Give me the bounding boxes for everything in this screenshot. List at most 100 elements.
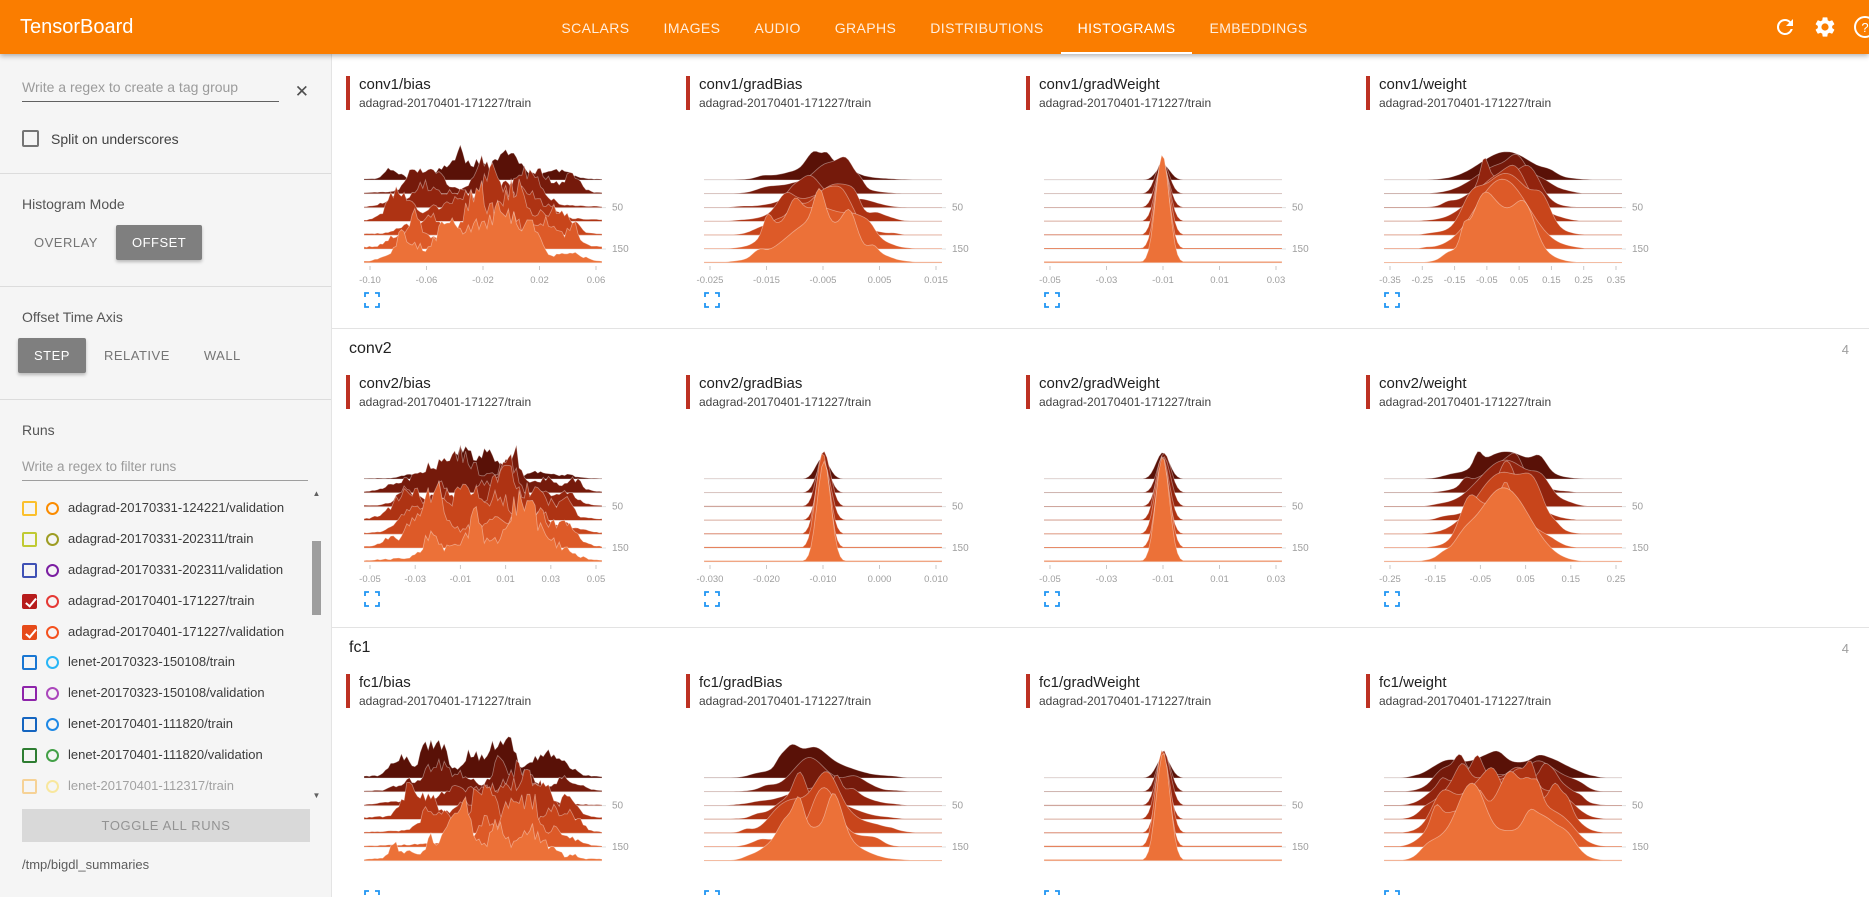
x-axis-label: -0.01 [450,574,472,585]
expand-button[interactable] [1044,591,1060,607]
run-row[interactable]: adagrad-20170331-124221/validation [22,493,291,524]
scroll-up-icon[interactable]: ▲ [312,489,321,498]
expand-button[interactable] [704,292,720,308]
run-checkbox[interactable] [22,562,37,578]
x-axis-label: -0.25 [1379,574,1401,585]
expand-button[interactable] [364,890,380,897]
expand-button[interactable] [1384,591,1400,607]
expand-button[interactable] [1384,292,1400,308]
card-header: fc1/gradBias adagrad-20170401-171227/trai… [686,674,1008,708]
tab-scalars[interactable]: SCALARS [561,20,630,36]
scroll-down-icon[interactable]: ▼ [312,791,321,800]
scrollbar-thumb[interactable] [312,541,321,615]
run-row[interactable]: adagrad-20170331-202311/validation [22,555,291,586]
mode-button-overlay[interactable]: OVERLAY [18,225,114,260]
histogram-chart[interactable]: 50 150 [356,720,646,888]
histogram-chart[interactable]: 50 150 -0.05 -0.03 -0.01 0.01 0.03 [1036,122,1326,290]
axis-button-relative[interactable]: RELATIVE [88,338,186,373]
run-row[interactable]: lenet-20170323-150108/validation [22,678,291,709]
tag-group-header[interactable]: fc1 4 [332,627,1869,666]
y-axis-label: 50 [1292,801,1304,812]
histogram-chart[interactable]: 50 150 -0.025 -0.015 -0.005 0.005 0.015 [696,122,986,290]
run-color-marker [686,674,690,708]
tab-histograms[interactable]: HISTOGRAMS [1060,0,1193,54]
run-row[interactable]: lenet-20170401-111820/validation [22,740,291,771]
close-icon[interactable]: ✕ [294,82,309,101]
x-axis-label: 0.010 [924,574,948,585]
y-axis-label: 150 [612,842,629,853]
run-regex-input[interactable] [22,453,308,481]
histogram-chart[interactable]: 50 150 [1376,720,1666,888]
histogram-run-name: adagrad-20170401-171227/train [1039,694,1212,708]
card-header: conv1/weight adagrad-20170401-171227/trai… [1366,76,1688,110]
expand-button[interactable] [1384,890,1400,897]
run-checkbox[interactable] [22,655,37,671]
toggle-all-runs-button[interactable]: TOGGLE ALL RUNS [22,809,310,842]
expand-button[interactable] [364,591,380,607]
run-color-dot [46,532,59,546]
run-label: lenet-20170323-150108/train [68,654,235,670]
run-checkbox[interactable] [22,779,37,795]
run-row[interactable]: adagrad-20170331-202311/train [22,524,291,555]
histogram-ridge [1043,752,1283,862]
histogram-chart[interactable]: 50 150 -0.10 -0.06 -0.02 0.02 0.06 [356,122,646,290]
expand-button[interactable] [704,890,720,897]
tab-distributions[interactable]: DISTRIBUTIONS [930,20,1044,36]
tab-audio[interactable]: AUDIO [754,20,801,36]
tag-group-count: 4 [1841,341,1849,357]
run-checkbox[interactable] [22,717,37,733]
run-checkbox[interactable] [22,501,37,516]
x-axis-label: -0.015 [753,275,780,286]
axis-button-wall[interactable]: WALL [188,338,257,373]
run-row[interactable]: adagrad-20170401-171227/validation [22,617,291,648]
tag-group-header[interactable]: conv2 4 [332,328,1869,367]
svg-text:?: ? [1861,20,1868,35]
tab-images[interactable]: IMAGES [663,20,721,36]
histogram-card: fc1/bias adagrad-20170401-171227/train 50 1… [346,674,668,897]
histogram-chart[interactable]: 50 150 [1036,720,1326,888]
x-axis-label: 0.05 [1516,574,1535,585]
histogram-chart[interactable]: 50 150 -0.35 -0.25 -0.15 -0.05 0.05 0.15 0.25 0.3… [1376,122,1666,290]
histogram-chart[interactable]: 50 150 -0.05 -0.03 -0.01 0.01 0.03 0.05 [356,421,646,589]
histogram-chart[interactable]: 50 150 -0.030 -0.020 -0.010 0.000 0.010 [696,421,986,589]
run-row[interactable]: adagrad-20170401-171227/train [22,586,291,617]
sidebar: ✕ Split on underscores Histogram Mode OV… [0,54,332,897]
histogram-chart[interactable]: 50 150 -0.25 -0.15 -0.05 0.05 0.15 0.25 [1376,421,1666,589]
run-row[interactable]: lenet-20170323-150108/train [22,647,291,678]
histogram-chart[interactable]: 50 150 [696,720,986,888]
settings-gear-icon[interactable] [1813,15,1837,39]
x-axis-label: -0.25 [1411,275,1433,286]
expand-button[interactable] [1044,292,1060,308]
run-checkbox[interactable] [22,593,37,609]
run-checkbox[interactable] [22,686,37,702]
y-axis-label: 150 [1632,543,1649,554]
histogram-tag-title: fc1/weight [1379,674,1447,691]
mode-button-offset[interactable]: OFFSET [115,225,203,260]
help-icon[interactable]: ? [1853,15,1869,39]
app-title: TensorBoard [20,15,134,38]
tab-embeddings[interactable]: EMBEDDINGS [1209,20,1308,36]
runs-scrollbar[interactable]: ▲ ▼ [310,489,323,801]
expand-button[interactable] [704,591,720,607]
refresh-icon[interactable] [1773,15,1797,39]
expand-button[interactable] [1044,890,1060,897]
tab-graphs[interactable]: GRAPHS [834,20,897,36]
expand-button[interactable] [364,292,380,308]
run-checkbox[interactable] [22,531,37,547]
histogram-card: conv1/bias adagrad-20170401-171227/train 5… [346,76,668,308]
run-row[interactable]: lenet-20170401-111820/train [22,709,291,740]
tag-regex-input[interactable] [22,72,279,102]
histogram-tag-title: conv1/bias [359,76,431,93]
run-checkbox[interactable] [22,748,37,764]
run-row[interactable]: lenet-20170401-112317/train [22,771,291,801]
split-underscores-checkbox[interactable]: Split on underscores [22,130,309,147]
histogram-chart[interactable]: 50 150 -0.05 -0.03 -0.01 0.01 0.03 [1036,421,1326,589]
histogram-mode-label: Histogram Mode [22,196,125,212]
histogram-ridge [1383,782,1623,862]
run-checkbox[interactable] [22,624,37,640]
x-axis-label: -0.05 [1476,275,1498,286]
axis-button-step[interactable]: STEP [18,338,86,373]
histogram-ridge [703,787,943,848]
histogram-ridge [703,793,943,862]
